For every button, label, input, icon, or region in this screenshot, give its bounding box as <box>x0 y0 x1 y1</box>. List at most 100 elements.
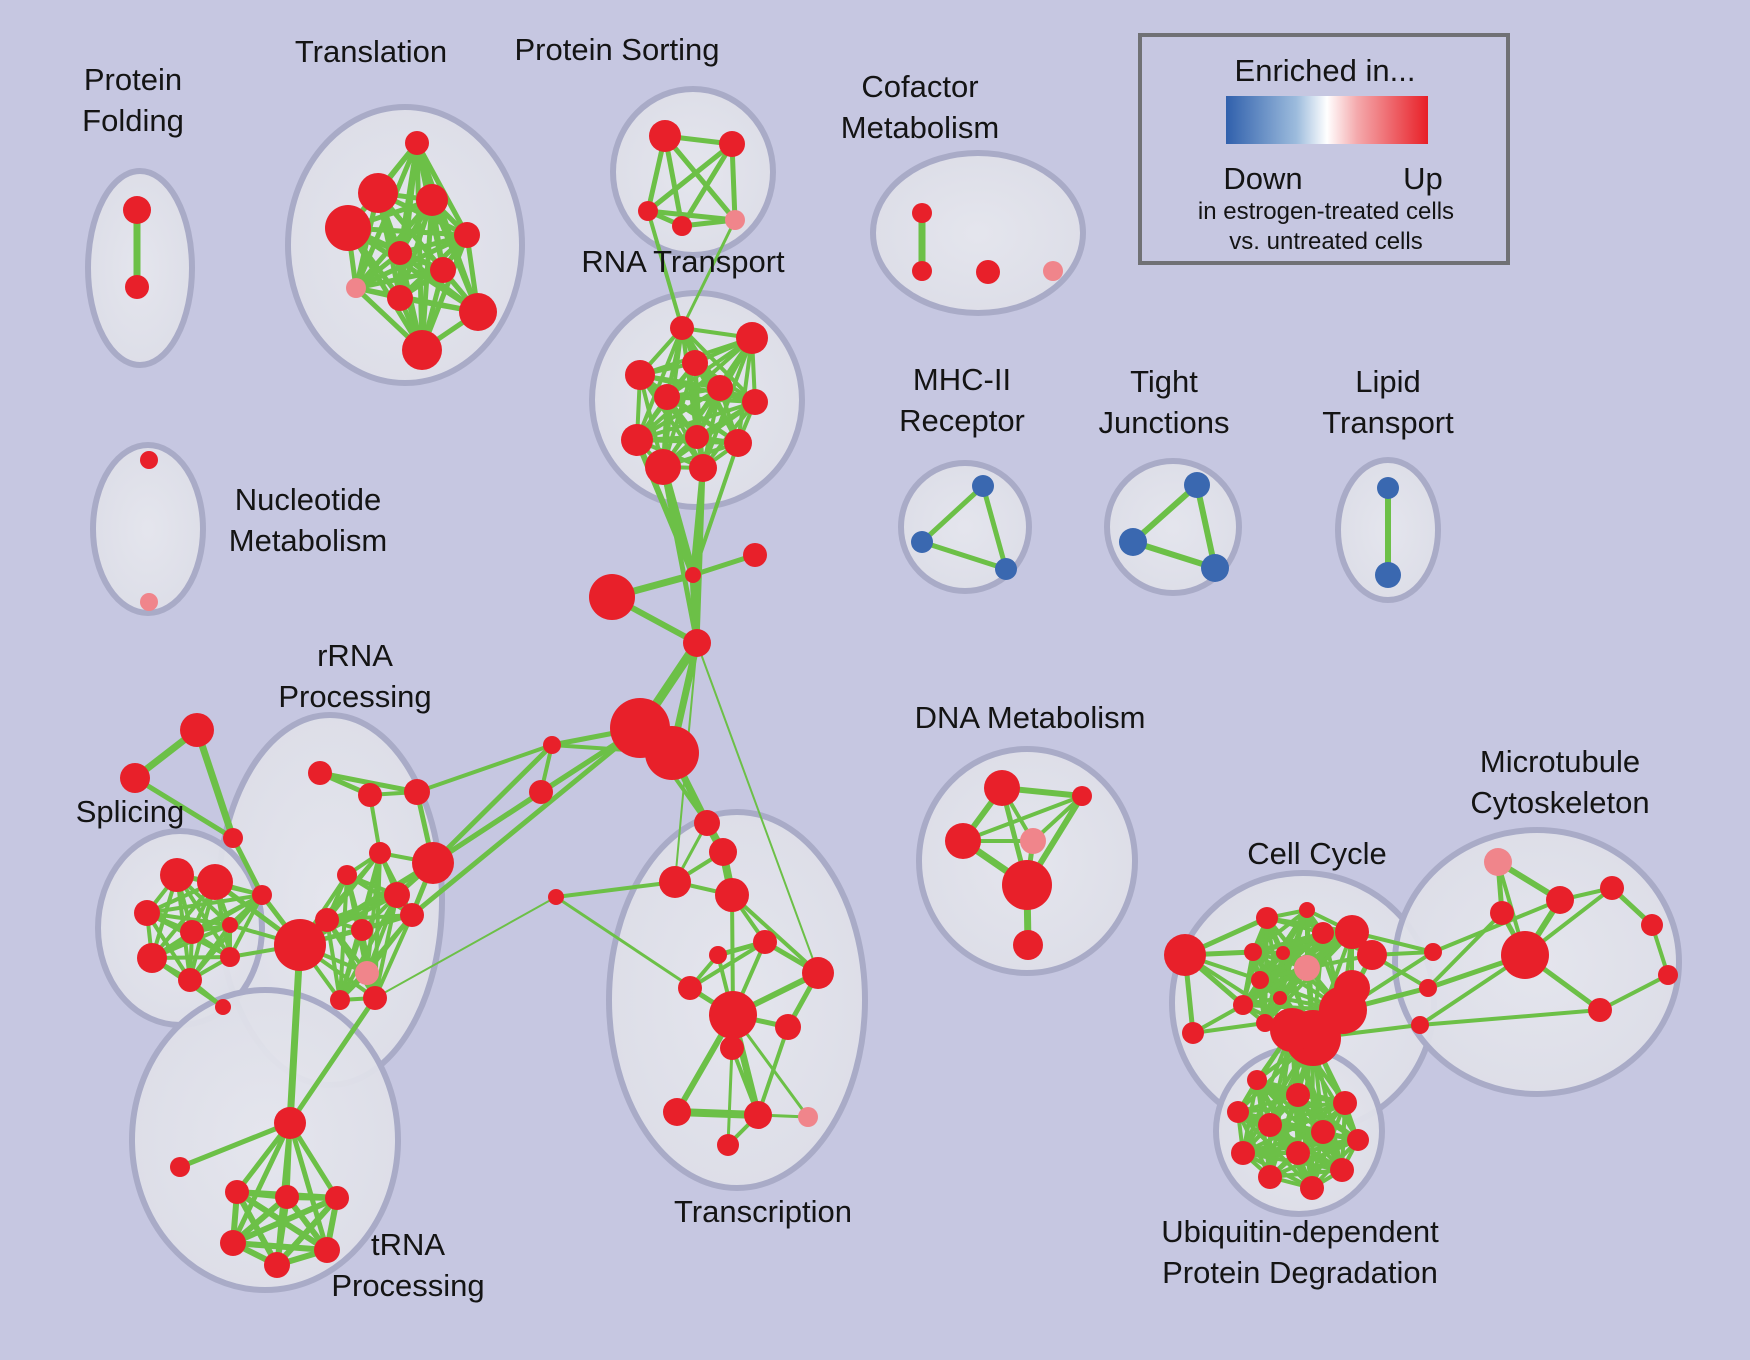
gene-set-node-tx4 <box>220 1230 246 1256</box>
gene-set-node-cf2 <box>912 261 932 281</box>
gene-set-node-tx3 <box>325 1186 349 1210</box>
gene-set-node-cf1 <box>912 203 932 223</box>
gene-set-node-u9 <box>1286 1141 1310 1165</box>
gene-set-node-r8 <box>351 919 373 941</box>
cluster-ellipse-mhc-ii-receptor <box>898 460 1032 594</box>
cluster-label-microtubule-cytoskeleton: Microtubule Cytoskeleton <box>1470 744 1649 820</box>
edge-s1-r6 <box>430 742 555 866</box>
gene-set-node-c2 <box>1299 902 1315 918</box>
gene-set-node-u8 <box>1231 1141 1255 1165</box>
gene-set-node-sp8 <box>220 947 240 967</box>
edge-tr1-tr3 <box>193 726 237 842</box>
gene-set-node-tt5 <box>753 930 777 954</box>
gene-set-node-tx1 <box>225 1180 249 1204</box>
gene-set-node-tl3 <box>416 184 448 216</box>
edge-rn4-rn7 <box>638 373 757 404</box>
gene-set-node-h2 <box>645 726 699 780</box>
edge-r6-r11 <box>297 860 436 948</box>
gene-set-node-r2 <box>358 783 382 807</box>
gene-set-node-tt8 <box>802 957 834 989</box>
gene-set-node-tr2 <box>120 763 150 793</box>
edge-tx1-tx6 <box>234 1189 280 1268</box>
cluster-label-nucleotide-metabolism: Nucleotide Metabolism <box>229 482 388 558</box>
gene-set-node-u6 <box>1311 1120 1335 1144</box>
cluster-label-translation: Translation <box>295 34 447 69</box>
gene-set-node-d2 <box>1072 786 1092 806</box>
gene-set-node-u3 <box>1333 1091 1357 1115</box>
gene-set-node-d5 <box>1002 860 1052 910</box>
edge-m7-b3 <box>1418 1008 1602 1027</box>
gene-set-node-r1 <box>308 761 332 785</box>
gene-set-node-ps3 <box>638 201 658 221</box>
gene-set-node-sp9 <box>215 999 231 1015</box>
legend-down-label: Down <box>1223 161 1302 196</box>
gene-set-node-tt13 <box>744 1101 772 1129</box>
cluster-label-transcription: Transcription <box>674 1194 852 1229</box>
gene-set-node-tl4 <box>325 205 371 251</box>
gene-set-node-r12 <box>363 986 387 1010</box>
cluster-label-protein-sorting: Protein Sorting <box>514 32 719 67</box>
cluster-labels-layer: Protein Folding Translation Protein Sorting… <box>76 32 1650 1303</box>
gene-set-node-tl7 <box>430 257 456 283</box>
gene-set-node-c6 <box>1244 943 1262 961</box>
gene-set-node-rn11 <box>645 449 681 485</box>
gene-set-node-tt15 <box>717 1134 739 1156</box>
edge-u10-u11 <box>1268 1168 1344 1179</box>
edge-tj1-tj2 <box>1130 482 1200 545</box>
gene-set-node-rn5 <box>654 384 680 410</box>
gene-set-node-ps4 <box>672 216 692 236</box>
edge-d2-d3 <box>961 794 1084 843</box>
cluster-label-dna-metabolism: DNA Metabolism <box>915 700 1146 735</box>
edge-rn2-rn5 <box>665 336 754 399</box>
edge-ps2-ps3 <box>645 141 735 214</box>
gene-set-node-rn6 <box>707 375 733 401</box>
gene-set-node-tl8 <box>346 278 366 298</box>
gene-set-node-d3 <box>945 823 981 859</box>
gene-set-node-tt10 <box>775 1014 801 1040</box>
cluster-label-cofactor-metabolism: Cofactor Metabolism <box>841 69 1000 145</box>
edge-r10-h1 <box>409 725 643 918</box>
edge-m2-b2 <box>1426 911 1504 990</box>
gene-set-node-lp1 <box>1377 477 1399 499</box>
gene-set-node-cf3 <box>976 260 1000 284</box>
gene-set-node-rn3 <box>682 350 708 376</box>
gene-set-node-ps2 <box>719 131 745 157</box>
gene-set-node-tt4 <box>715 878 749 912</box>
gene-set-node-m1 <box>1546 886 1574 914</box>
gene-set-node-c3 <box>1312 922 1334 944</box>
gene-set-node-cl1 <box>1164 934 1206 976</box>
gene-set-node-j2 <box>743 543 767 567</box>
legend-gradient-bar <box>1226 96 1428 144</box>
cluster-label-rna-transport: RNA Transport <box>581 244 785 279</box>
gene-set-node-pf2 <box>125 275 149 299</box>
gene-set-node-j3 <box>589 574 635 620</box>
edge-tj2-tj3 <box>1130 539 1218 571</box>
gene-set-node-c10 <box>1233 995 1253 1015</box>
gene-set-node-u11 <box>1258 1165 1282 1189</box>
gene-set-node-tr3 <box>223 828 243 848</box>
gene-set-node-u1 <box>1247 1070 1267 1090</box>
gene-set-node-m2 <box>1490 901 1514 925</box>
edge-c2-c6 <box>1251 908 1309 954</box>
gene-set-node-tt11 <box>720 1036 744 1060</box>
gene-set-node-tx2 <box>275 1185 299 1209</box>
edge-r11-th <box>286 941 304 1127</box>
gene-set-node-tt3 <box>659 866 691 898</box>
gene-set-node-r9 <box>384 882 410 908</box>
edge-rn11-j4 <box>660 464 700 646</box>
edge-ps3-ps5 <box>645 208 738 223</box>
edge-mh2-mh3 <box>919 539 1009 572</box>
edge-th-tlone <box>177 1120 293 1170</box>
cluster-label-ubiquitin-degradation: Ubiquitin-dependent Protein Degradation <box>1161 1214 1439 1290</box>
edge-r4-r13 <box>365 851 382 975</box>
edge-tj1-tj3 <box>1194 482 1218 571</box>
gene-set-node-tx5 <box>314 1237 340 1263</box>
cluster-label-rrna-processing: rRNA Processing <box>278 638 431 714</box>
gene-set-node-mh1 <box>972 475 994 497</box>
gene-set-node-mh3 <box>995 558 1017 580</box>
gene-set-node-u12 <box>1300 1176 1324 1200</box>
gene-set-node-b3 <box>1411 1016 1429 1034</box>
gene-set-node-pf1 <box>123 196 151 224</box>
gene-set-node-r11 <box>274 919 326 971</box>
